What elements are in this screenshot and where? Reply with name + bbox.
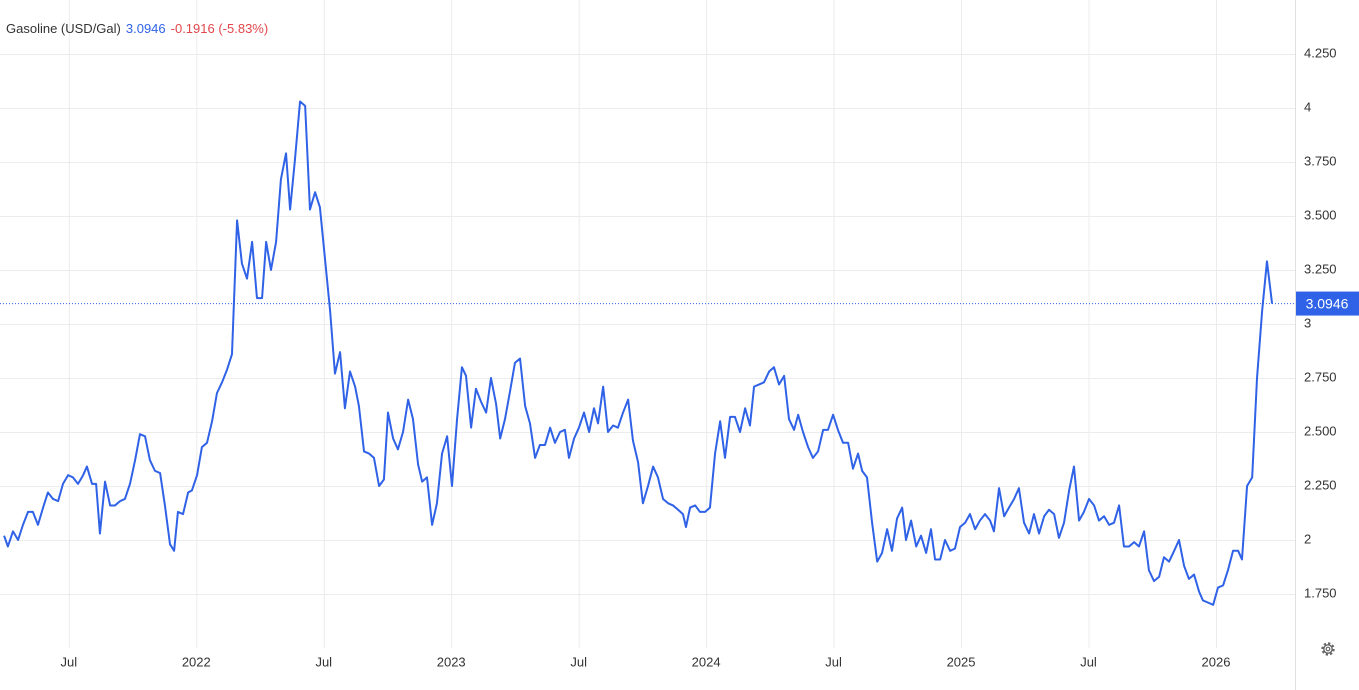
x-tick-label: 2022: [182, 654, 211, 669]
last-value-box: [1296, 291, 1359, 316]
x-tick-label: 2023: [437, 654, 466, 669]
settings-icon[interactable]: [1321, 642, 1335, 656]
y-tick-label: 2: [1304, 531, 1311, 546]
y-tick-label: 1.750: [1304, 585, 1337, 600]
x-tick-label: Jul: [315, 654, 332, 669]
line: [3, 100, 1274, 606]
y-tick-label: 2.250: [1304, 477, 1337, 492]
y-tick-label: 3.750: [1304, 153, 1337, 168]
x-tick-label: 2026: [1202, 654, 1231, 669]
plot: [0, 100, 1295, 606]
x-tick-label: Jul: [825, 654, 842, 669]
y-tick-label: 4: [1304, 99, 1311, 114]
y-tick-label: 3.250: [1304, 261, 1337, 276]
y-tick-label: 2.750: [1304, 369, 1337, 384]
x-tick-label: Jul: [61, 654, 78, 669]
last-value-label: 3.0946: [1306, 295, 1349, 311]
header: Gasoline (USD/Gal) 3.0946 -0.1916 (-5.83%): [6, 21, 268, 36]
y-tick-label: 4.250: [1304, 45, 1337, 60]
y-tick-label: 3.500: [1304, 207, 1337, 222]
last-price: 3.0946: [126, 21, 166, 36]
price-change: -0.1916 (-5.83%): [171, 21, 269, 36]
y-tick-label: 2.500: [1304, 423, 1337, 438]
x-tick-label: Jul: [1080, 654, 1097, 669]
x-tick-label: Jul: [570, 654, 587, 669]
y-tick-label: 3: [1304, 315, 1311, 330]
x-tick-label: 2025: [947, 654, 976, 669]
series-name: Gasoline (USD/Gal): [6, 21, 121, 36]
x-tick-label: 2024: [692, 654, 721, 669]
grid: [0, 0, 1295, 648]
